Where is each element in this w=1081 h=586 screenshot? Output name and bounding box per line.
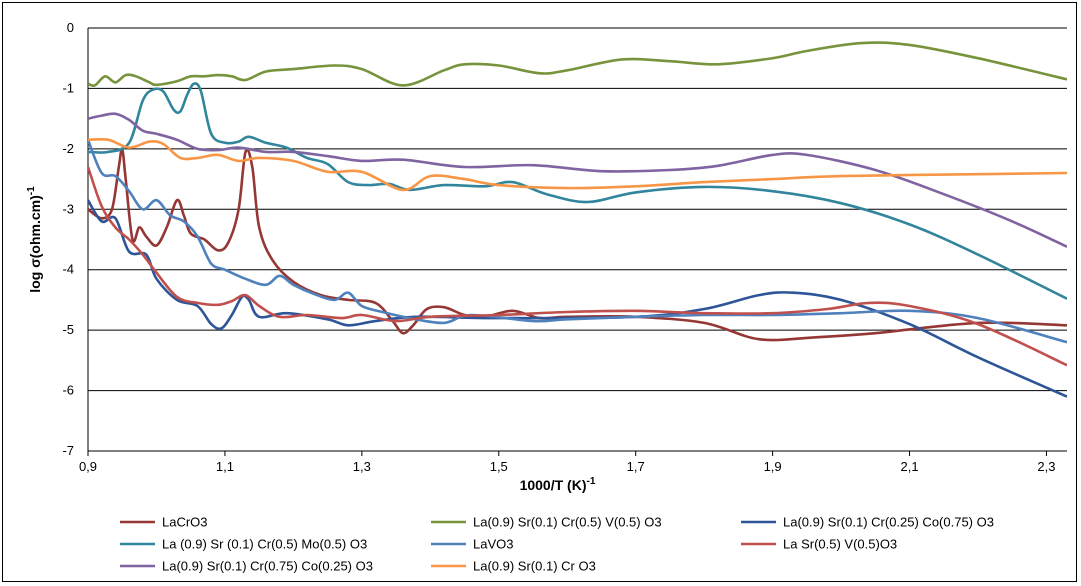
series-line-6 (88, 166, 1067, 367)
x-tick-label: 1,9 (764, 459, 782, 474)
x-tick-label: 0,9 (79, 459, 97, 474)
series-line-4 (88, 82, 1067, 300)
x-tick-label: 1,3 (353, 459, 371, 474)
legend-label-2: La(0.9) Sr(0.1) Cr(0.5) V(0.5) O3 (473, 515, 662, 530)
legend-label-7: La(0.9) Sr(0.1) Cr(0.75) Co(0.25) O3 (162, 559, 373, 574)
series-line-8 (88, 137, 1067, 192)
series-line-7 (88, 112, 1067, 248)
x-tick-label: 1,7 (627, 459, 645, 474)
y-tick-label: 0 (67, 20, 74, 35)
series-line-2 (88, 41, 1067, 87)
legend-label-8: La(0.9) Sr(0.1) Cr O3 (473, 559, 596, 574)
series-line-3 (88, 199, 1067, 398)
x-tick-label: 1,1 (216, 459, 234, 474)
x-tick-label: 2,1 (900, 459, 918, 474)
series-line-1 (88, 147, 1067, 342)
x-tick-label: 1,5 (490, 459, 508, 474)
legend-label-4: La (0.9) Sr (0.1) Cr(0.5) Mo(0.5) O3 (162, 537, 367, 552)
y-tick-label: -7 (62, 443, 74, 458)
x-tick-label: 2,3 (1037, 459, 1055, 474)
legend-label-5: LaVO3 (473, 537, 513, 552)
y-tick-label: -2 (62, 141, 74, 156)
legend-label-6: La Sr(0.5) V(0.5)O3 (783, 537, 897, 552)
series-group (88, 41, 1067, 398)
y-tick-label: -3 (62, 201, 74, 216)
y-tick-label: -5 (62, 322, 74, 337)
x-axis-title: 1000/T (K)-1 (520, 476, 596, 493)
legend-label-3: La(0.9) Sr(0.1) Cr(0.25) Co(0.75) O3 (783, 515, 994, 530)
legend-label-1: LaCrO3 (162, 515, 208, 530)
y-tick-label: -6 (62, 383, 74, 398)
y-axis-title: log σ(ohm.cm)-1 (26, 186, 43, 293)
y-tick-label: -4 (62, 262, 74, 277)
y-tick-label: -1 (62, 80, 74, 95)
series-line-5 (88, 139, 1067, 344)
